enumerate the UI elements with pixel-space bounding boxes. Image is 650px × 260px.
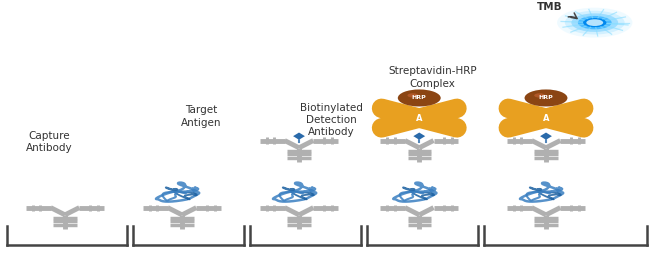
- Text: Biotinylated
Detection
Antibody: Biotinylated Detection Antibody: [300, 103, 363, 138]
- Circle shape: [398, 89, 441, 107]
- Text: Capture
Antibody: Capture Antibody: [25, 131, 72, 153]
- Circle shape: [557, 8, 632, 38]
- Circle shape: [408, 93, 418, 98]
- Circle shape: [525, 89, 567, 107]
- Text: A: A: [543, 114, 549, 123]
- Circle shape: [565, 11, 625, 35]
- Circle shape: [583, 18, 606, 27]
- Polygon shape: [413, 133, 425, 140]
- Text: Target
Antigen: Target Antigen: [181, 105, 222, 128]
- Polygon shape: [293, 133, 305, 140]
- Text: Streptavidin-HRP
Complex: Streptavidin-HRP Complex: [388, 67, 476, 89]
- Text: HRP: HRP: [412, 95, 426, 100]
- Circle shape: [578, 16, 612, 29]
- Text: HRP: HRP: [539, 95, 553, 100]
- Circle shape: [586, 19, 603, 26]
- Circle shape: [571, 13, 618, 32]
- Circle shape: [534, 93, 545, 98]
- Polygon shape: [540, 133, 552, 140]
- Text: A: A: [416, 114, 422, 123]
- Text: TMB: TMB: [536, 2, 562, 12]
